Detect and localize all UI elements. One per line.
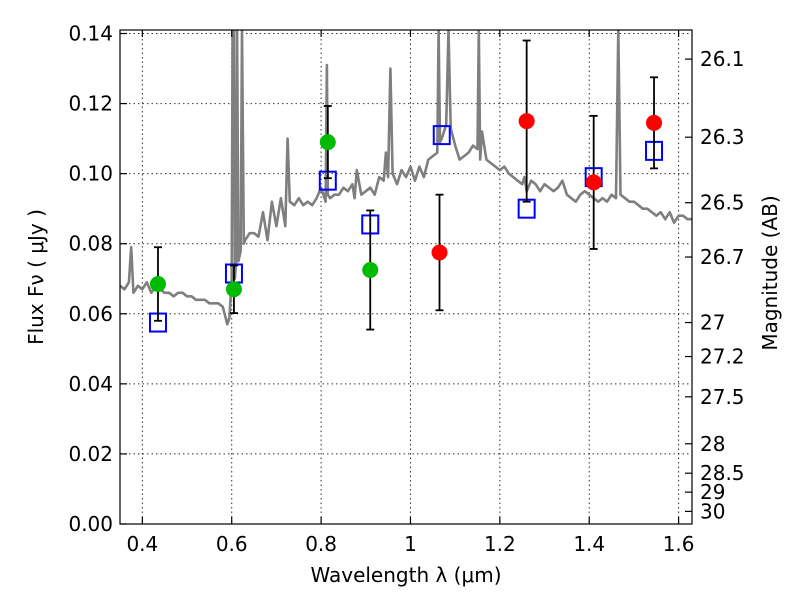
axes: 0.4 0.6 0.8 1 1.2 1.4 1.6 0.00 0.02 0.04 0.06 0.08 0… <box>68 22 744 556</box>
y-tick-label: 0.10 <box>68 162 113 186</box>
red-data-point <box>646 114 663 131</box>
y2-tick-label: 26.5 <box>700 191 745 215</box>
y2-tick-label: 28 <box>700 432 725 456</box>
y2-tick-label: 26.7 <box>700 245 745 269</box>
y2-tick-label: 30 <box>700 499 725 523</box>
green-data-point <box>319 134 336 151</box>
red-data-point <box>518 113 535 130</box>
x-tick-label: 0.4 <box>126 532 158 556</box>
y2-tick-label: 27.2 <box>700 345 745 369</box>
spectrum-line <box>120 30 692 326</box>
y-tick-label: 0.04 <box>68 372 113 396</box>
green-data-point <box>149 276 166 293</box>
green-data-point <box>362 261 379 278</box>
x-tick-label: 0.6 <box>216 532 248 556</box>
x-axis-label: Wavelength λ (μm) <box>310 563 501 587</box>
y2-axis-label: Magnitude (AB) <box>758 195 782 350</box>
y-axis-label: Flux Fν ( μJy ) <box>24 209 48 345</box>
x-tick-label: 1.6 <box>663 532 695 556</box>
y-tick-label: 0.12 <box>68 92 113 116</box>
y2-tick-label: 26.3 <box>700 125 745 149</box>
green-data-point <box>225 281 242 298</box>
plot-frame <box>119 29 693 525</box>
x-tick-label: 1.4 <box>573 532 605 556</box>
y-tick-label: 0.14 <box>68 22 113 46</box>
y2-tick-label: 27 <box>700 311 725 335</box>
grid <box>120 30 692 525</box>
y-tick-label: 0.06 <box>68 302 113 326</box>
red-data-point <box>585 174 602 191</box>
y-tick-label: 0.02 <box>68 442 113 466</box>
y2-tick-label: 27.5 <box>700 385 745 409</box>
y2-tick-label: 28.5 <box>700 461 745 485</box>
x-tick-label: 0.8 <box>305 532 337 556</box>
model-square-marker <box>432 125 451 146</box>
y-tick-label: 0.00 <box>68 512 113 536</box>
y2-tick-label: 26.1 <box>700 47 745 71</box>
x-tick-label: 1 <box>404 532 417 556</box>
x-tick-label: 1.2 <box>484 532 516 556</box>
y2-tick-label: 29 <box>700 480 725 504</box>
data-layer <box>120 30 692 333</box>
y-tick-label: 0.08 <box>68 232 113 256</box>
red-data-point <box>431 244 448 261</box>
